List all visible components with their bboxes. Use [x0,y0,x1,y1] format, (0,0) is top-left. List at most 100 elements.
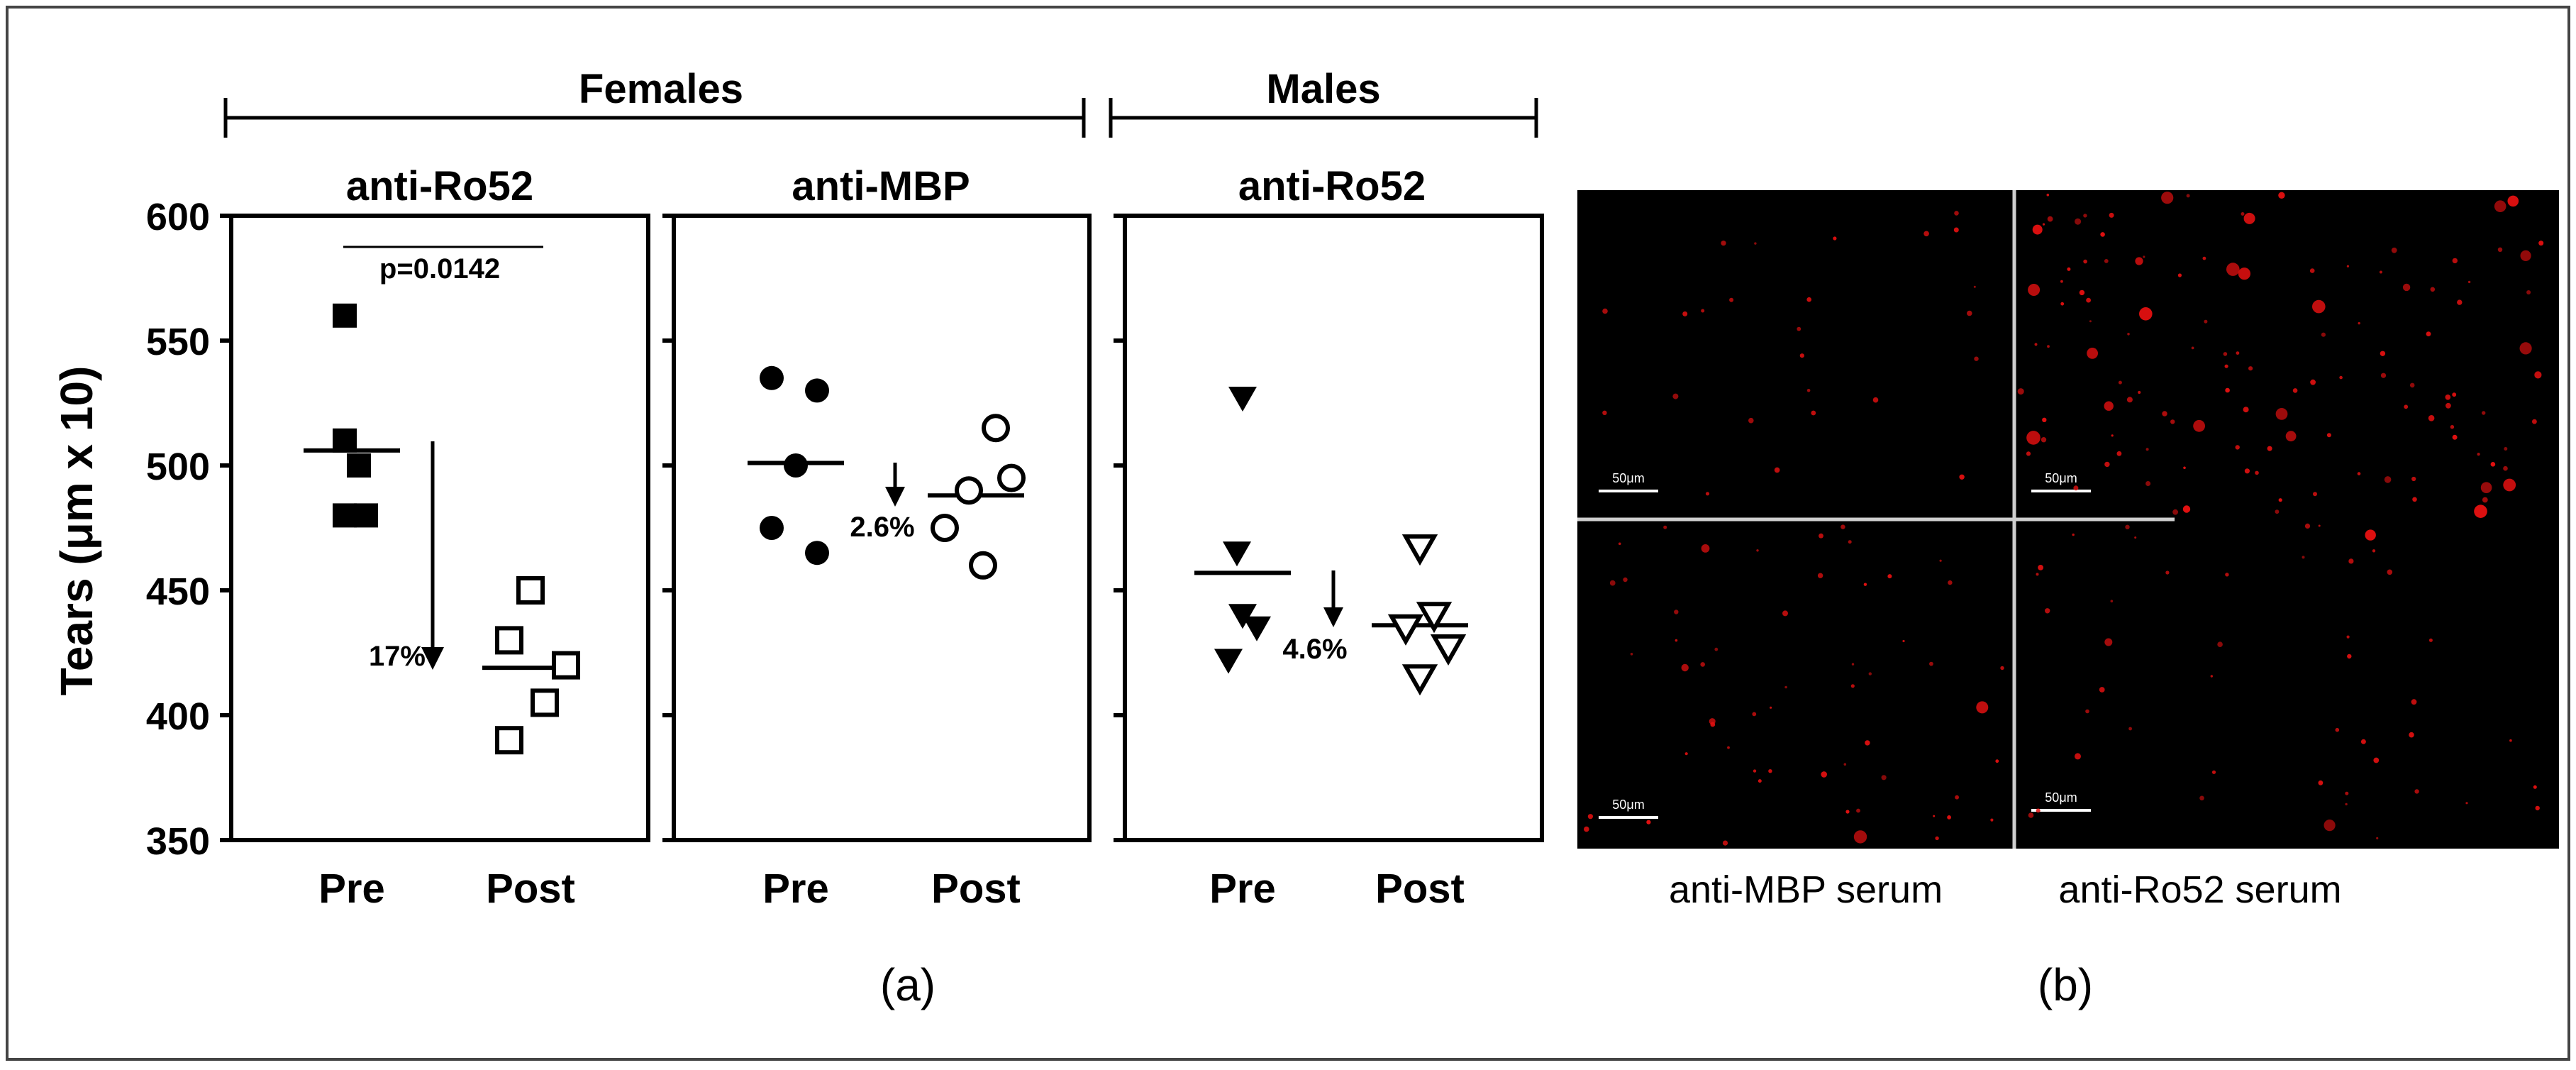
data-point [516,576,545,605]
fluorescent-dot [1700,662,1705,667]
arrow-down-icon [885,463,905,507]
fluorescent-dot [2017,388,2024,395]
fluorescent-dot [2046,193,2050,197]
fluorescent-dot [1817,573,1823,578]
fluorescent-dot [1705,492,1710,496]
fluorescent-dot [1806,389,1811,392]
fluorescent-dot [2083,259,2087,264]
fluorescent-dot [2223,352,2228,356]
fluorescent-dot [2139,307,2153,321]
fluorescent-dot [2345,791,2349,795]
fluorescent-dot [2042,223,2045,226]
x-tick-label: Post [486,866,575,912]
fluorescent-dot [1976,701,1989,714]
fluorescent-dot [2482,497,2488,503]
fluorescent-dot [2110,600,2114,602]
fluorescent-dot [2243,407,2249,413]
fluorescent-dot [2373,757,2380,763]
fluorescent-dot [1947,815,1952,820]
fluorescent-dot [1974,356,1979,361]
fluorescent-dot [1843,763,1847,766]
fluorescent-dot [2452,258,2458,264]
fluorescent-dot [1768,769,1772,773]
fluorescent-dot [1682,311,1688,316]
scalebar-label: 50μm [1612,471,1644,485]
fluorescent-dot [2193,419,2206,432]
fluorescent-dot [2509,739,2512,742]
fluorescent-dot [2026,431,2041,445]
fluorescent-dot [2309,268,2315,273]
fluorescent-dot [2387,569,2393,575]
x-tick-label: Post [931,866,1021,912]
fluorescent-dot [2275,509,2280,514]
fluorescent-dot [2267,446,2272,451]
panel-frame-male-ro52 [1123,214,1544,842]
panel-frame-female-ro52 [229,214,650,842]
fluorescent-dot [1797,326,1801,331]
fluorescent-dot [2075,753,2081,760]
fluorescent-dot [1701,544,1710,553]
fluorescent-dot [1995,759,1999,763]
data-point [1228,386,1257,412]
fluorescent-dot [2079,289,2085,296]
change-label-female-mbp: 2.6% [850,512,914,543]
fluorescent-dot [2162,411,2167,417]
data-point [333,428,357,453]
fluorescent-dot [2210,675,2213,678]
fluorescent-dot [2045,608,2050,614]
data-point [931,514,959,542]
fluorescent-dot [2292,388,2298,393]
fluorescent-dot [1752,712,1757,717]
fluorescent-dot [1851,663,1855,666]
fluorescent-dot [2450,425,2455,429]
fluorescent-dot [2191,346,2194,350]
fluorescent-dot [2310,379,2316,385]
scalebar-label: 50μm [1612,798,1644,812]
fluorescent-dot [2428,415,2435,421]
fluorescent-dot [1933,815,1936,817]
fluorescent-dot [1881,775,1887,781]
subfigure-label-a: (a) [880,959,936,1010]
fluorescent-dot [1929,661,1933,666]
fluorescent-dot [1602,410,1607,415]
fluorescent-dot [2100,232,2105,237]
fluorescent-dot [2313,492,2317,497]
fluorescent-dot [2526,290,2531,294]
fluorescent-dot [1753,769,1757,773]
fluorescent-dot [2244,468,2250,474]
fluorescent-dot [2312,299,2326,314]
data-point [1401,664,1438,696]
fluorescent-dot [2199,795,2204,801]
fluorescent-dot [2365,529,2376,541]
fluorescent-dot [2047,216,2053,222]
fluorescent-dot [2104,461,2110,468]
fluorescent-dot [2347,653,2352,659]
panel-frame-female-mbp [672,214,1092,842]
fluorescent-dot [2278,498,2282,502]
fluorescent-dot [2409,382,2415,388]
fluorescent-dot [1784,685,1787,689]
fluorescent-dot [1584,826,1589,832]
fluorescent-dot [2503,465,2508,471]
fluorescent-dot [2278,192,2285,199]
fluorescent-dot [1729,297,1734,302]
fluorescent-dot [2402,283,2411,292]
fluorescent-dot [1754,242,1757,245]
fluorescent-dot [2376,837,2379,839]
fluorescent-dot [2372,549,2376,553]
fluorescent-dot [2075,218,2082,225]
fluorescent-dot [1722,840,1728,846]
fluorescent-dot [2087,348,2099,359]
fluorescent-dot [2490,462,2496,467]
fluorescent-dot [2379,270,2382,274]
micrograph-dots [1584,192,2544,846]
fluorescent-dot [2302,556,2305,559]
y-tick-label: 500 [146,446,210,488]
fluorescent-dot [1684,752,1688,756]
fluorescent-dot [2480,482,2492,493]
fluorescent-dot [1674,610,1679,614]
fluorescent-dot [2285,431,2297,442]
fluorescent-dot [2304,523,2311,529]
fluorescent-dot [2391,247,2397,253]
fluorescent-dot [1841,524,1845,529]
